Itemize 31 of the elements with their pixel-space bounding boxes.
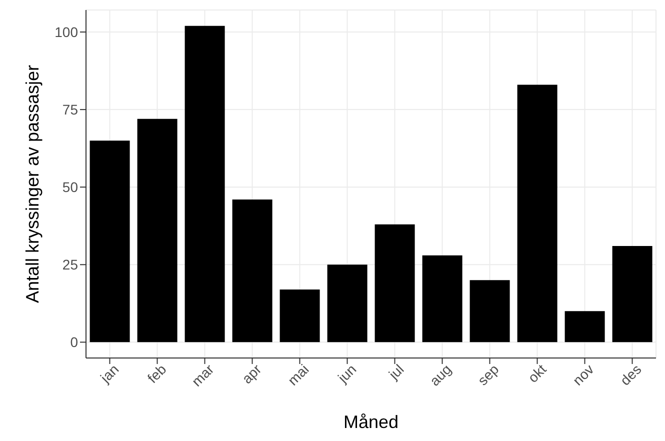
x-tick-label: sep [474, 360, 502, 388]
bar [612, 246, 652, 342]
bar [374, 224, 415, 342]
bar [327, 264, 368, 342]
y-tick-label: 0 [70, 334, 78, 350]
x-tick-label: apr [238, 360, 265, 387]
y-axis-title: Antall kryssinger av passasjer [22, 64, 42, 304]
x-tick-label: jul [384, 361, 407, 383]
x-tick-label: mai [284, 361, 312, 388]
bar [517, 84, 558, 342]
x-tick-label: jan [96, 361, 122, 386]
bar [422, 255, 462, 342]
y-tick-label: 75 [62, 102, 78, 118]
x-axis-title: Måned [343, 412, 399, 432]
x-tick-label: okt [524, 360, 550, 386]
x-tick-label: feb [144, 360, 170, 386]
y-tick-label: 100 [54, 24, 78, 40]
bar [90, 140, 130, 342]
x-tick-label: nov [569, 361, 597, 388]
bar [564, 311, 605, 342]
bar [232, 200, 272, 342]
bar [470, 280, 510, 342]
x-tick-label: jun [334, 361, 360, 386]
x-tick-label: aug [426, 361, 454, 389]
bar [137, 118, 178, 342]
y-tick-label: 25 [62, 256, 78, 273]
bar [280, 289, 320, 342]
bar [184, 26, 225, 342]
y-tick-label: 50 [62, 179, 78, 196]
x-tick-label: des [616, 361, 644, 388]
x-tick-label: mar [188, 360, 217, 390]
